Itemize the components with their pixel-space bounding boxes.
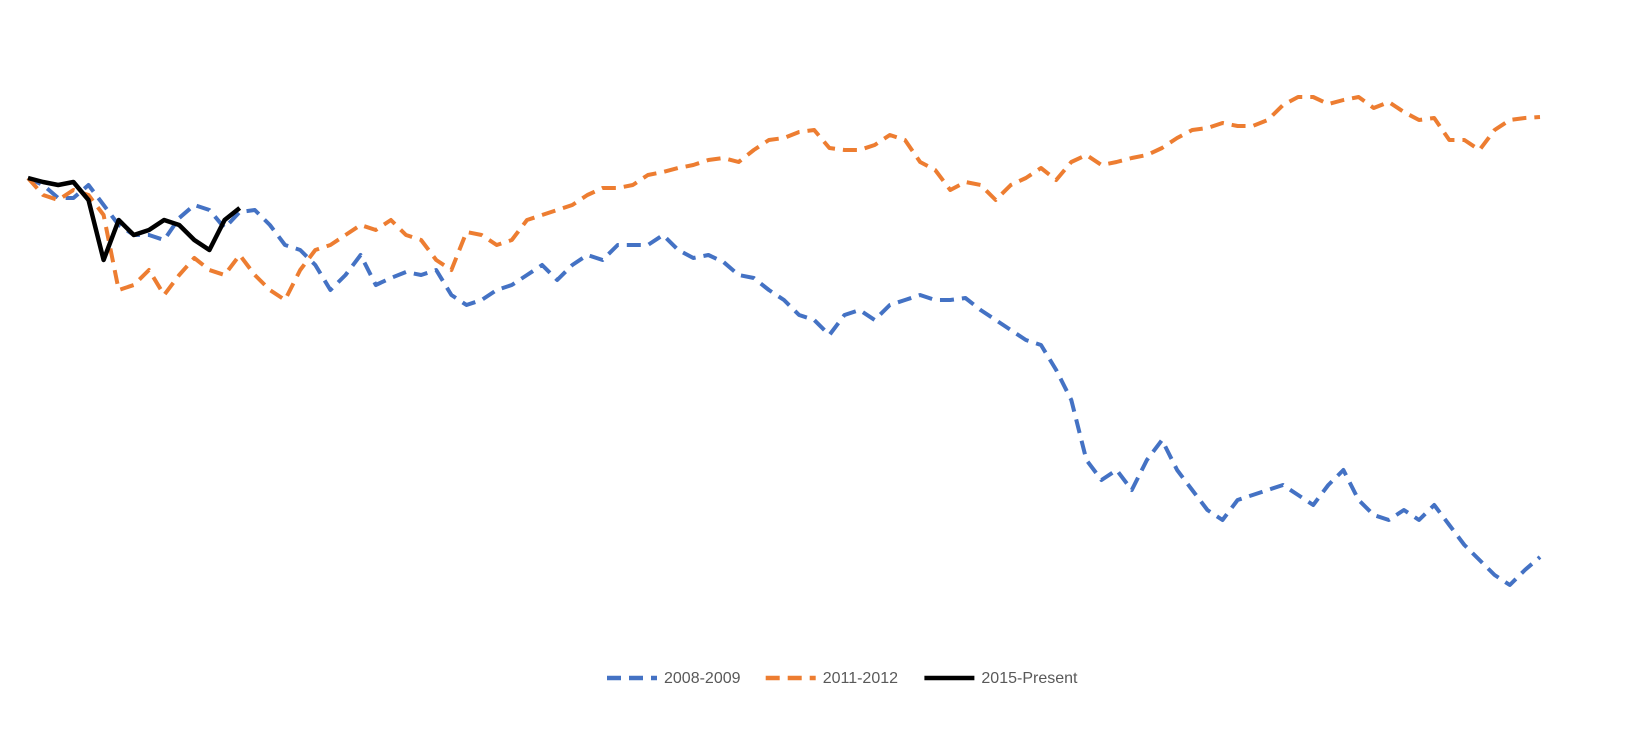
line-series: [26, 95, 1541, 302]
legend-label: 2011-2012: [823, 670, 898, 687]
line-series: [27, 176, 1542, 587]
line-series: [27, 175, 242, 263]
legend-label: 2008-2009: [664, 670, 741, 687]
legend-label: 2015-Present: [981, 670, 1078, 687]
